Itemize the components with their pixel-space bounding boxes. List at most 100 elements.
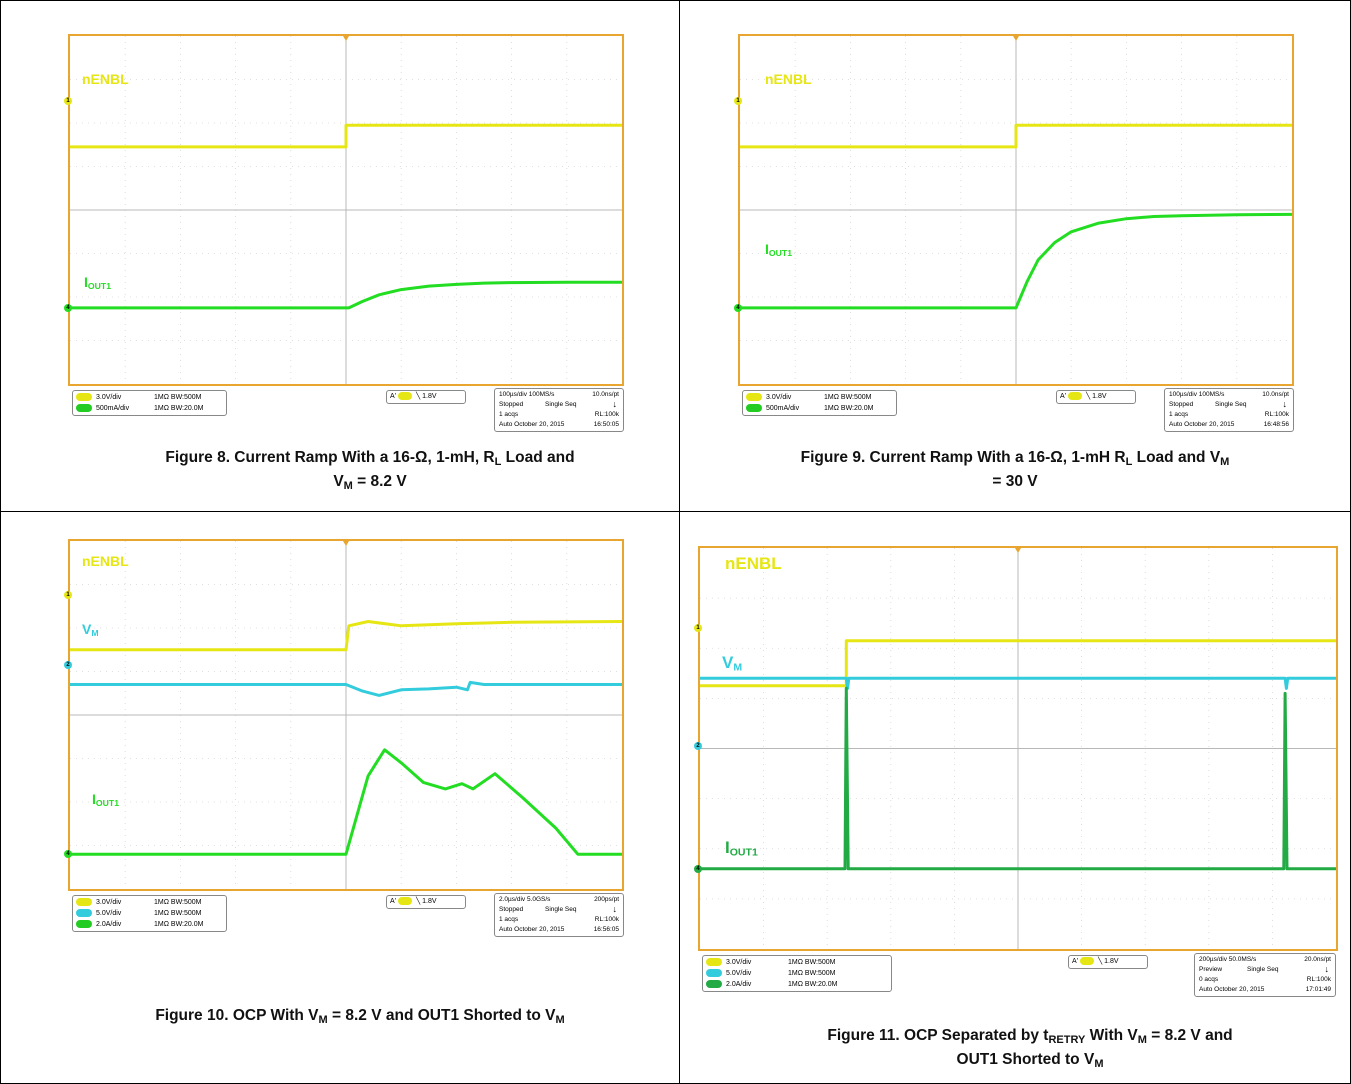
channel-marker-4: 4 (734, 303, 742, 312)
trace-nenbl (700, 639, 1336, 688)
channel-row-c1: 3.0V/div 1MΩ BW:500M (746, 393, 872, 403)
caption-fig9: Figure 9. Current Ramp With a 16-Ω, 1-mH… (800, 449, 1230, 490)
timebase-settings-box: 100µs/div 100MS/s 10.0ns/pt Stopped Single … (494, 388, 624, 432)
grid (700, 548, 1336, 949)
trace-label-iout1: IOUT1 (765, 241, 793, 259)
trace-label-vm: VM (82, 621, 99, 639)
timebase-line: 1 acqs RL:100k (499, 916, 619, 923)
channel-pill-icon (76, 404, 92, 413)
trigger-position-icon (1015, 548, 1021, 553)
trigger-position-icon (343, 541, 349, 546)
channel-row-c1: 3.0V/div 1MΩ BW:500M (706, 958, 836, 968)
caption-fig10: Figure 10. OCP With VM = 8.2 V and OUT1 … (155, 1007, 565, 1026)
channel-pill-icon (76, 909, 92, 918)
timebase-line: 1 acqs RL:100k (1169, 411, 1289, 418)
trigger-settings-box: A' ╲ 1.8V (1068, 955, 1148, 969)
single-seq-arrow-icon: ↓ (1282, 399, 1288, 409)
channel-marker-2: 2 (64, 660, 72, 669)
trace-iout1 (70, 748, 622, 856)
trace-label-vm: VM (722, 653, 743, 674)
channel-pill-icon (746, 393, 762, 402)
timebase-line: 100µs/div 100MS/s 10.0ns/pt (1169, 391, 1289, 398)
channel-pill-icon (706, 980, 722, 989)
channel-marker-1: 1 (734, 97, 742, 106)
scope-svg (740, 36, 1293, 384)
timebase-settings-box: 200µs/div 50.0MS/s 20.0ns/pt Preview Single… (1194, 953, 1336, 997)
channel-pill-icon (706, 969, 722, 978)
single-seq-arrow-icon: ↓ (612, 399, 618, 409)
timebase-line: Auto October 20, 2015 16:48:56 (1169, 421, 1289, 428)
channel-row-c4: 2.0A/div 1MΩ BW:20.0M (76, 920, 203, 930)
trace-nenbl (740, 123, 1292, 149)
channel-marker-2: 2 (694, 741, 702, 750)
grid (70, 36, 622, 384)
timebase-line: 100µs/div 100MS/s 10.0ns/pt (499, 391, 619, 398)
grid (740, 36, 1292, 384)
channel-row-c4: 500mA/div 1MΩ BW:20.0M (76, 404, 203, 414)
timebase-line: 2.0µs/div 5.0GS/s 200ps/pt (499, 896, 619, 903)
channel-row-c2: 5.0V/div 1MΩ BW:500M (706, 969, 836, 979)
trace-iout1 (70, 280, 622, 310)
channel-row-c2: 5.0V/div 1MΩ BW:500M (76, 909, 202, 919)
trace-label-iout1: IOUT1 (725, 838, 758, 859)
channel-marker-1: 1 (64, 591, 72, 600)
trace-nenbl (70, 620, 623, 652)
timebase-line: 200µs/div 50.0MS/s 20.0ns/pt (1199, 956, 1331, 963)
scope-fig9: nENBL IOUT1 1 4 3.0V/div 1MΩ BW:500M 500mA/div… (734, 34, 1294, 432)
channel-marker-1: 1 (64, 97, 72, 106)
channel-row-c1: 3.0V/div 1MΩ BW:500M (76, 393, 202, 403)
caption-fig11: Figure 11. OCP Separated by tRETRY With … (827, 1027, 1233, 1070)
timebase-line: 1 acqs RL:100k (499, 411, 619, 418)
trace-iout1 (740, 212, 1293, 310)
channel-pill-icon (76, 898, 92, 907)
scope-svg (70, 541, 623, 889)
trigger-settings-box: A' ╲ 1.8V (386, 390, 466, 404)
channel-marker-1: 1 (694, 624, 702, 633)
trace-label-nenbl: nENBL (765, 71, 812, 87)
channel-settings-box: 3.0V/div 1MΩ BW:500M 500mA/div 1MΩ BW:20.0M (742, 390, 897, 416)
trace-iout1 (700, 686, 1336, 871)
scope-fig8: nENBL IOUT1 1 4 3.0V/div 1MΩ BW:500M 500mA/div… (64, 34, 624, 432)
trace-vm (700, 676, 1336, 690)
timebase-line: Stopped Single Seq (499, 906, 577, 913)
trigger-position-icon (343, 36, 349, 41)
channel-pill-icon (746, 404, 762, 413)
scope-fig11: nENBL VM IOUT1 1 2 4 3.0V/div 1MΩ BW:500M 5.0V/d… (694, 546, 1338, 997)
trigger-position-icon (1013, 36, 1019, 41)
scope-svg (700, 548, 1336, 949)
channel-row-c4: 2.0A/div 1MΩ BW:20.0M (706, 980, 837, 990)
trace-label-iout1: IOUT1 (84, 274, 112, 292)
trigger-settings-box: A' ╲ 1.8V (1056, 390, 1136, 404)
channel-row-c1: 3.0V/div 1MΩ BW:500M (76, 898, 202, 908)
single-seq-arrow-icon: ↓ (1324, 964, 1330, 974)
channel-row-c4: 500mA/div 1MΩ BW:20.0M (746, 404, 873, 414)
timebase-line: Auto October 20, 2015 16:56:05 (499, 926, 619, 933)
scope-fig10: nENBL VM IOUT1 1 2 4 3.0V/div 1MΩ BW:500M 5.0V/d… (64, 539, 624, 937)
trace-nenbl (70, 123, 622, 149)
timebase-line: Stopped Single Seq (1169, 401, 1247, 408)
channel-settings-box: 3.0V/div 1MΩ BW:500M 5.0V/div 1MΩ BW:500M 2.… (702, 955, 892, 992)
trace-label-nenbl: nENBL (82, 553, 129, 569)
channel-marker-4: 4 (694, 864, 702, 873)
trace-label-nenbl: nENBL (82, 71, 129, 87)
channel-pill-icon (76, 920, 92, 929)
channel-pill-icon (76, 393, 92, 402)
timebase-settings-box: 2.0µs/div 5.0GS/s 200ps/pt Stopped Single S… (494, 893, 624, 937)
timebase-line: 0 acqs RL:100k (1199, 976, 1331, 983)
trace-label-iout1: IOUT1 (92, 791, 120, 809)
timebase-line: Auto October 20, 2015 17:01:49 (1199, 986, 1331, 993)
timebase-line: Preview Single Seq (1199, 966, 1279, 973)
caption-fig8: Figure 8. Current Ramp With a 16-Ω, 1-mH… (165, 449, 575, 492)
channel-marker-4: 4 (64, 303, 72, 312)
single-seq-arrow-icon: ↓ (612, 904, 618, 914)
timebase-line: Stopped Single Seq (499, 401, 577, 408)
trace-vm (70, 680, 622, 697)
channel-settings-box: 3.0V/div 1MΩ BW:500M 5.0V/div 1MΩ BW:500M 2.… (72, 895, 227, 932)
grid (70, 541, 622, 889)
timebase-line: Auto October 20, 2015 16:50:05 (499, 421, 619, 428)
timebase-settings-box: 100µs/div 100MS/s 10.0ns/pt Stopped Single … (1164, 388, 1294, 432)
scope-svg (70, 36, 622, 384)
trace-label-nenbl: nENBL (725, 554, 782, 573)
channel-marker-4: 4 (64, 850, 72, 859)
channel-pill-icon (706, 958, 722, 967)
